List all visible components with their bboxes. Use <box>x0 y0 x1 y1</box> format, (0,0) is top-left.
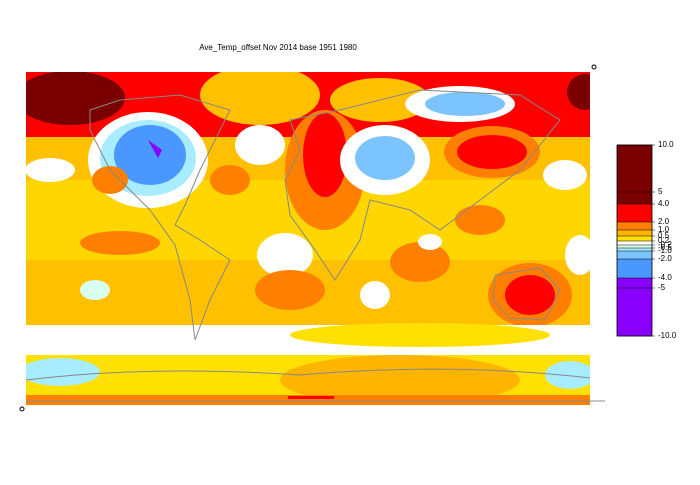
anomaly-region <box>355 136 415 180</box>
anomaly-region <box>545 361 590 389</box>
corner-marker <box>19 406 25 412</box>
legend-label: -10.0 <box>658 331 677 340</box>
anomaly-region <box>26 358 100 386</box>
anomaly-region <box>290 323 550 347</box>
legend-label: -0.5 <box>658 243 672 252</box>
map-title: Ave_Temp_offset Nov 2014 base 1951 1980 <box>199 43 357 52</box>
legend-label: 1.0 <box>658 225 670 234</box>
legend-swatch <box>617 236 652 241</box>
legend-label: 0.5 <box>658 231 670 240</box>
legend-label: 10.0 <box>658 140 674 149</box>
legend-label: 4.0 <box>658 199 670 208</box>
legend-label: 0.2 <box>658 236 670 245</box>
temperature-map <box>26 72 590 405</box>
color-legend: 10.0 5 4.0 2.01.00.50.2-0.2-0.5-1.0-2.0 -4.0… <box>616 140 677 340</box>
legend-label: -5 <box>658 283 666 292</box>
anomaly-region <box>255 270 325 310</box>
legend-swatch <box>617 259 652 278</box>
legend-swatch <box>617 248 652 251</box>
coastline <box>492 267 561 321</box>
anomaly-region <box>114 125 186 185</box>
anomaly-region <box>257 233 313 277</box>
legend-label: -2.0 <box>658 254 672 263</box>
legend-swatch <box>617 278 652 288</box>
legend-swatch <box>617 145 652 192</box>
anomaly-region <box>280 355 520 405</box>
legend-swatch <box>617 204 652 222</box>
anomaly-region <box>26 395 590 405</box>
coastline <box>284 89 561 281</box>
anomaly-region <box>200 72 320 125</box>
anomaly-region <box>505 275 555 315</box>
anomaly-region <box>457 135 527 169</box>
anomaly-region <box>565 235 590 275</box>
anomaly-region <box>210 165 250 195</box>
anomaly-region <box>92 166 128 194</box>
legend-swatch <box>617 251 652 259</box>
anomaly-region <box>80 231 160 255</box>
legend-swatch <box>617 245 652 248</box>
legend-swatch <box>617 192 652 204</box>
anomaly-region <box>455 205 505 235</box>
anomaly-region <box>425 92 505 116</box>
coastline <box>26 368 590 381</box>
anomaly-region <box>235 125 285 165</box>
anomaly-region <box>26 72 125 125</box>
legend-label: -0.2 <box>658 240 672 249</box>
legend-label: 5 <box>658 187 663 196</box>
legend-swatch <box>617 230 652 236</box>
anomaly-region <box>543 160 587 190</box>
anomaly-region <box>303 113 347 197</box>
anomaly-region <box>418 234 442 250</box>
anomaly-region <box>390 242 450 282</box>
anomaly-region <box>567 74 590 110</box>
legend-swatch <box>617 288 652 336</box>
legend-swatch <box>617 222 652 230</box>
anomaly-region <box>288 396 334 399</box>
anomaly-region <box>80 280 110 300</box>
legend-label: -1.0 <box>658 246 672 255</box>
coastline <box>89 94 231 341</box>
legend-label: 2.0 <box>658 217 670 226</box>
legend-label: -4.0 <box>658 273 672 282</box>
anomaly-region <box>26 158 75 182</box>
corner-marker <box>591 64 597 70</box>
anomaly-region <box>360 281 390 309</box>
legend-swatch <box>617 241 652 245</box>
anomaly-region <box>148 140 162 158</box>
